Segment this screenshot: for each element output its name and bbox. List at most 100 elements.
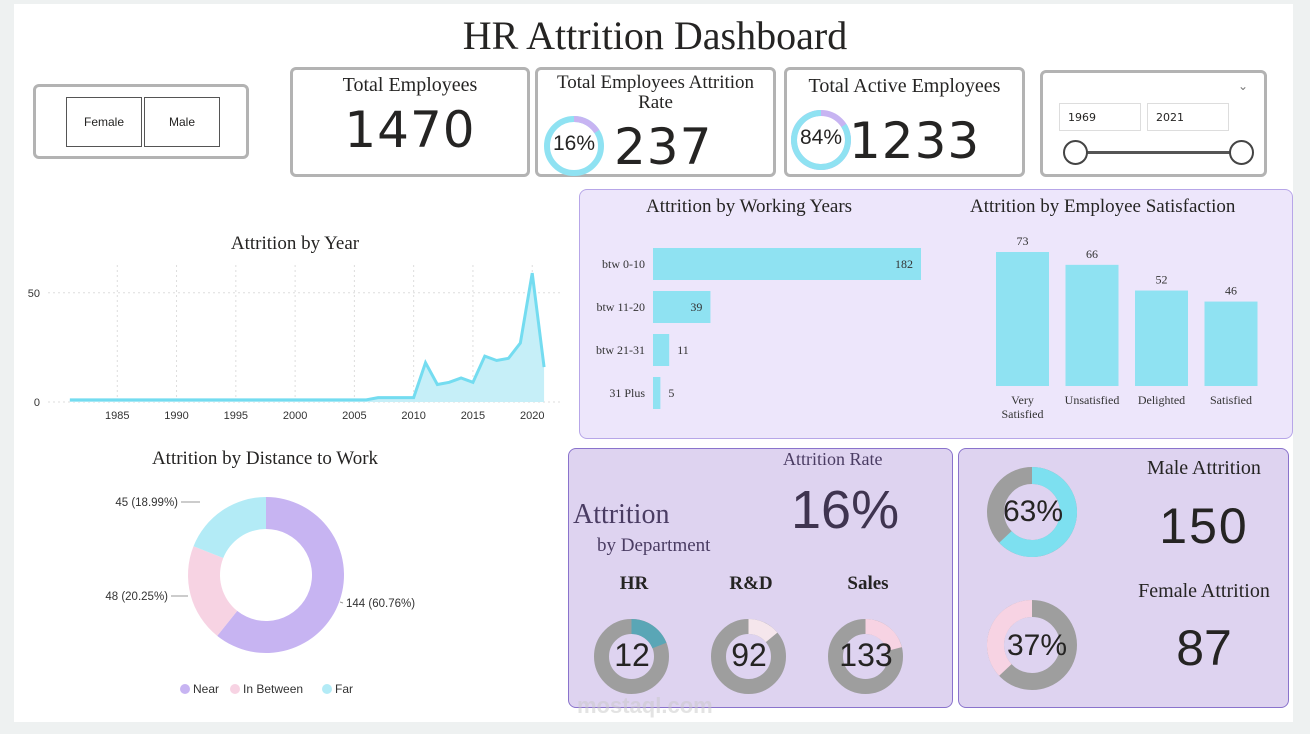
gender-panel: 63% Male Attrition 150 37% Female Attrit… xyxy=(958,448,1289,708)
attrition-by-year-chart: 1985 1990 1995 2000 2005 2010 2015 2020 0 50 xyxy=(28,265,560,422)
data-label: 5 xyxy=(668,386,674,400)
legend-marker xyxy=(180,684,190,694)
working-years-satisfaction-panel: Attrition by Working Years Attrition by … xyxy=(579,189,1293,439)
legend-marker xyxy=(322,684,332,694)
active-ring xyxy=(791,110,851,170)
legend-label: In Between xyxy=(243,682,303,696)
attrition-rate-value: 16% xyxy=(791,480,900,540)
data-label: 45 (18.99%) xyxy=(115,497,178,509)
male-pct: 63% xyxy=(1002,495,1064,528)
department-title: Attrition xyxy=(573,499,670,530)
bar xyxy=(1135,290,1188,386)
year-to-input[interactable]: 2021 xyxy=(1147,103,1229,131)
bar xyxy=(653,334,670,366)
category-label: Delighted xyxy=(1138,393,1185,407)
chart-title: Attrition by Distance to Work xyxy=(151,448,379,469)
chart-title: Attrition by Year xyxy=(230,233,360,254)
department-donut xyxy=(711,619,786,694)
total-employees-card: Total Employees 1470 xyxy=(290,67,530,177)
watermark: mostaql.com xyxy=(577,693,713,718)
leader-line xyxy=(339,601,344,604)
category-label: btw 0-10 xyxy=(602,257,645,271)
chart-title: Attrition by Employee Satisfaction xyxy=(970,196,1236,217)
kpi-value: 237 xyxy=(614,118,713,176)
kpi-label: Total Active Employees xyxy=(808,75,1001,97)
category-label: Satisfied xyxy=(1210,393,1252,407)
male-button[interactable]: Male xyxy=(144,97,220,147)
slider-handle-start[interactable] xyxy=(1063,140,1088,165)
x-tick-label: 1990 xyxy=(164,410,188,422)
department-value: 92 xyxy=(731,637,767,673)
x-tick-label: 2000 xyxy=(283,410,307,422)
x-tick-label: 2010 xyxy=(401,410,425,422)
department-segment xyxy=(864,619,902,652)
attrition-rate-label: Attrition Rate xyxy=(783,449,883,469)
area-fill xyxy=(69,273,545,402)
data-label: 182 xyxy=(895,257,913,271)
bar xyxy=(996,252,1049,386)
category-label: btw 21-31 xyxy=(596,343,645,357)
category-label: Satisfied xyxy=(1002,407,1044,421)
kpi-value: 1233 xyxy=(849,112,981,170)
male-attrition-donut xyxy=(987,467,1077,557)
department-label: R&D xyxy=(729,573,773,594)
data-label: 48 (20.25%) xyxy=(105,591,168,603)
data-label: 66 xyxy=(1086,247,1098,261)
data-label: 144 (60.76%) xyxy=(346,598,415,610)
ring-label: 84% xyxy=(799,126,843,149)
y-tick-label: 50 xyxy=(28,288,40,300)
x-tick-label: 2005 xyxy=(342,410,366,422)
male-attrition-label: Male Attrition xyxy=(1147,457,1261,479)
slider-handle-end[interactable] xyxy=(1229,140,1254,165)
active-employees-card: Total Active Employees 84% 1233 xyxy=(784,67,1025,177)
male-attrition-value: 150 xyxy=(1159,498,1249,554)
female-button[interactable]: Female xyxy=(66,97,142,147)
department-segment xyxy=(630,619,667,649)
bar xyxy=(1065,264,1119,386)
category-label: btw 11-20 xyxy=(596,300,645,314)
attrition-by-distance-chart: 144 (60.76%) 48 (20.25%) 45 (18.99%) Near In… xyxy=(105,497,415,696)
year-range-slicer: ⌄ 1969 2021 xyxy=(1040,70,1267,177)
donut-slice-in-between xyxy=(188,546,238,636)
bar xyxy=(1204,301,1258,386)
female-segment xyxy=(987,600,1033,676)
legend-label: Far xyxy=(335,682,353,696)
x-tick-label: 1995 xyxy=(224,410,248,422)
department-subtitle: by Department xyxy=(597,535,711,556)
page-title: HR Attrition Dashboard xyxy=(462,13,848,58)
bar xyxy=(653,248,921,280)
department-panel: Attrition by Department Attrition Rate 1… xyxy=(568,448,953,718)
donut-slice-far xyxy=(193,497,266,559)
kpi-label: Total Employees Attrition Rate xyxy=(556,72,755,113)
data-label: 11 xyxy=(677,343,689,357)
ring-label: 16% xyxy=(552,132,596,155)
department-donut xyxy=(828,619,903,694)
bar xyxy=(653,291,711,323)
category-label: Unsatisfied xyxy=(1065,393,1120,407)
attrition-card: Total Employees Attrition Rate 16% 237 xyxy=(535,67,776,177)
attrition-ring-segment xyxy=(573,116,600,134)
legend-marker xyxy=(230,684,240,694)
department-segment xyxy=(747,619,778,643)
legend-label: Near xyxy=(193,682,219,696)
x-tick-label: 2015 xyxy=(461,410,485,422)
year-from-input[interactable]: 1969 xyxy=(1059,103,1141,131)
department-label: Sales xyxy=(847,573,889,594)
male-segment xyxy=(999,467,1077,557)
bar xyxy=(653,377,661,409)
chart-title: Attrition by Working Years xyxy=(646,196,853,217)
slider-track xyxy=(1075,151,1241,154)
category-label: Very xyxy=(1011,393,1034,407)
kpi-label: Total Employees xyxy=(342,74,478,96)
data-label: 52 xyxy=(1156,273,1168,287)
kpi-value: 1470 xyxy=(344,101,476,159)
data-label: 73 xyxy=(1017,234,1029,248)
chevron-down-icon[interactable]: ⌄ xyxy=(1237,79,1248,93)
female-pct: 37% xyxy=(1006,629,1068,662)
data-label: 39 xyxy=(690,300,702,314)
attrition-ring xyxy=(544,116,604,176)
x-tick-label: 1985 xyxy=(105,410,129,422)
data-label: 46 xyxy=(1225,284,1237,298)
department-value: 133 xyxy=(839,637,893,673)
gender-slicer: Female Male xyxy=(33,84,249,159)
